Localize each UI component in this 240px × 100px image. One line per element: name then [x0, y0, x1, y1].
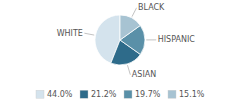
legend: 44.0% 21.2% 19.7% 15.1%	[36, 90, 205, 99]
pie	[95, 15, 145, 65]
leader-line	[146, 39, 156, 40]
legend-swatch	[168, 90, 176, 98]
leader-line	[127, 65, 130, 75]
slice-label: HISPANIC	[158, 35, 196, 44]
chart: WHITE ASIAN HISPANIC BLACK 44.0% 21.2% 19.7% 15…	[0, 0, 240, 100]
legend-swatch	[80, 90, 88, 98]
slice-labels: WHITE ASIAN HISPANIC BLACK	[57, 3, 196, 79]
legend-swatch	[124, 90, 132, 98]
legend-label: 15.1%	[179, 90, 205, 99]
legend-swatch	[36, 90, 44, 98]
slice-label: WHITE	[57, 29, 83, 38]
slice-label: BLACK	[138, 3, 165, 12]
legend-label: 44.0%	[47, 90, 73, 99]
legend-label: 19.7%	[135, 90, 161, 99]
leader-line	[132, 8, 137, 17]
slice-label: ASIAN	[132, 70, 156, 79]
legend-label: 21.2%	[91, 90, 117, 99]
pie-slice	[120, 15, 140, 40]
leader-line	[84, 33, 94, 35]
